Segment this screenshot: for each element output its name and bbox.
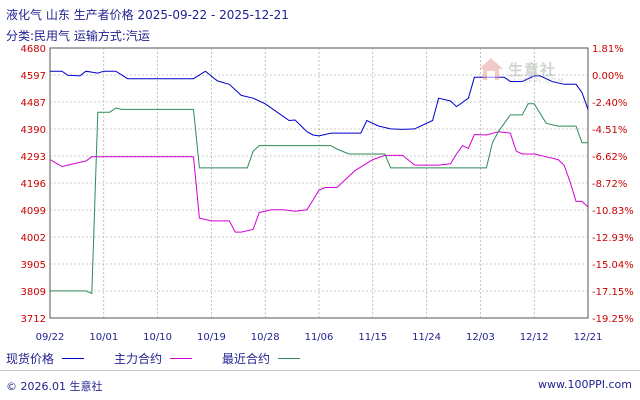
footer-site: www.100PPI.com	[538, 378, 632, 391]
x-tick-label: 10/10	[143, 332, 172, 343]
x-tick-label: 12/12	[520, 332, 549, 343]
x-tick-label: 12/21	[574, 332, 603, 343]
left-tick-label: 4099	[21, 206, 46, 217]
legend-recent: 最近合约	[214, 350, 301, 367]
footer-copyright: © 2026.01 生意社	[6, 380, 103, 393]
x-tick-label: 11/06	[305, 332, 334, 343]
legend-spot-label: 现货价格	[6, 352, 55, 366]
legend-spot: 现货价格	[6, 350, 85, 367]
chart-subtitle: 分类:民用气 运输方式:汽运	[6, 29, 150, 43]
right-tick-label: -2.40%	[592, 98, 627, 109]
x-tick-label: 09/22	[36, 332, 65, 343]
series-line-recent	[50, 103, 588, 295]
right-tick-label: 0.00%	[592, 71, 624, 82]
left-tick-label: 3905	[21, 260, 46, 271]
footer-divider	[0, 370, 640, 371]
x-tick-label: 10/19	[197, 332, 226, 343]
house-logo-icon	[479, 58, 503, 80]
x-tick-label: 12/03	[466, 332, 495, 343]
chart-title: 液化气 山东 生产者价格 2025-09-22 - 2025-12-21	[6, 8, 289, 22]
legend-main-swatch	[170, 358, 193, 359]
watermark: 生意社 100PPI.COM	[478, 57, 564, 85]
right-tick-label: -6.62%	[592, 152, 627, 163]
left-tick-label: 3712	[21, 314, 46, 325]
left-tick-label: 4293	[21, 152, 46, 163]
series-line-spot	[50, 70, 589, 137]
left-tick-label: 4597	[21, 71, 46, 82]
right-tick-label: -17.15%	[592, 287, 634, 298]
legend-main-label: 主力合约	[114, 352, 163, 366]
right-tick-label: -12.93%	[592, 233, 634, 244]
left-tick-label: 4002	[21, 233, 46, 244]
series-line-main	[49, 131, 589, 233]
right-tick-label: -19.25%	[592, 314, 634, 325]
x-tick-label: 11/15	[358, 332, 387, 343]
x-tick-label: 11/24	[412, 332, 441, 343]
legend-spot-swatch	[62, 358, 85, 359]
left-tick-label: 4487	[21, 98, 46, 109]
right-tick-label: -4.51%	[592, 125, 627, 136]
legend-recent-label: 最近合约	[222, 352, 271, 366]
legend-recent-swatch	[278, 358, 301, 359]
watermark-sub: 100PPI.COM	[512, 77, 565, 85]
right-tick-label: -10.83%	[592, 206, 634, 217]
left-tick-label: 4390	[21, 125, 46, 136]
left-tick-label: 4680	[21, 44, 46, 55]
right-tick-label: -8.72%	[592, 179, 627, 190]
watermark-name: 生意社	[508, 60, 557, 79]
x-tick-label: 10/01	[89, 332, 118, 343]
left-tick-label: 3809	[21, 287, 46, 298]
x-tick-label: 10/28	[251, 332, 280, 343]
legend-main: 主力合约	[106, 350, 193, 367]
legend: 现货价格 主力合约 最近合约	[6, 350, 322, 367]
left-tick-label: 4196	[21, 179, 46, 190]
right-tick-label: 1.81%	[592, 44, 624, 55]
right-tick-label: -15.04%	[592, 260, 634, 271]
